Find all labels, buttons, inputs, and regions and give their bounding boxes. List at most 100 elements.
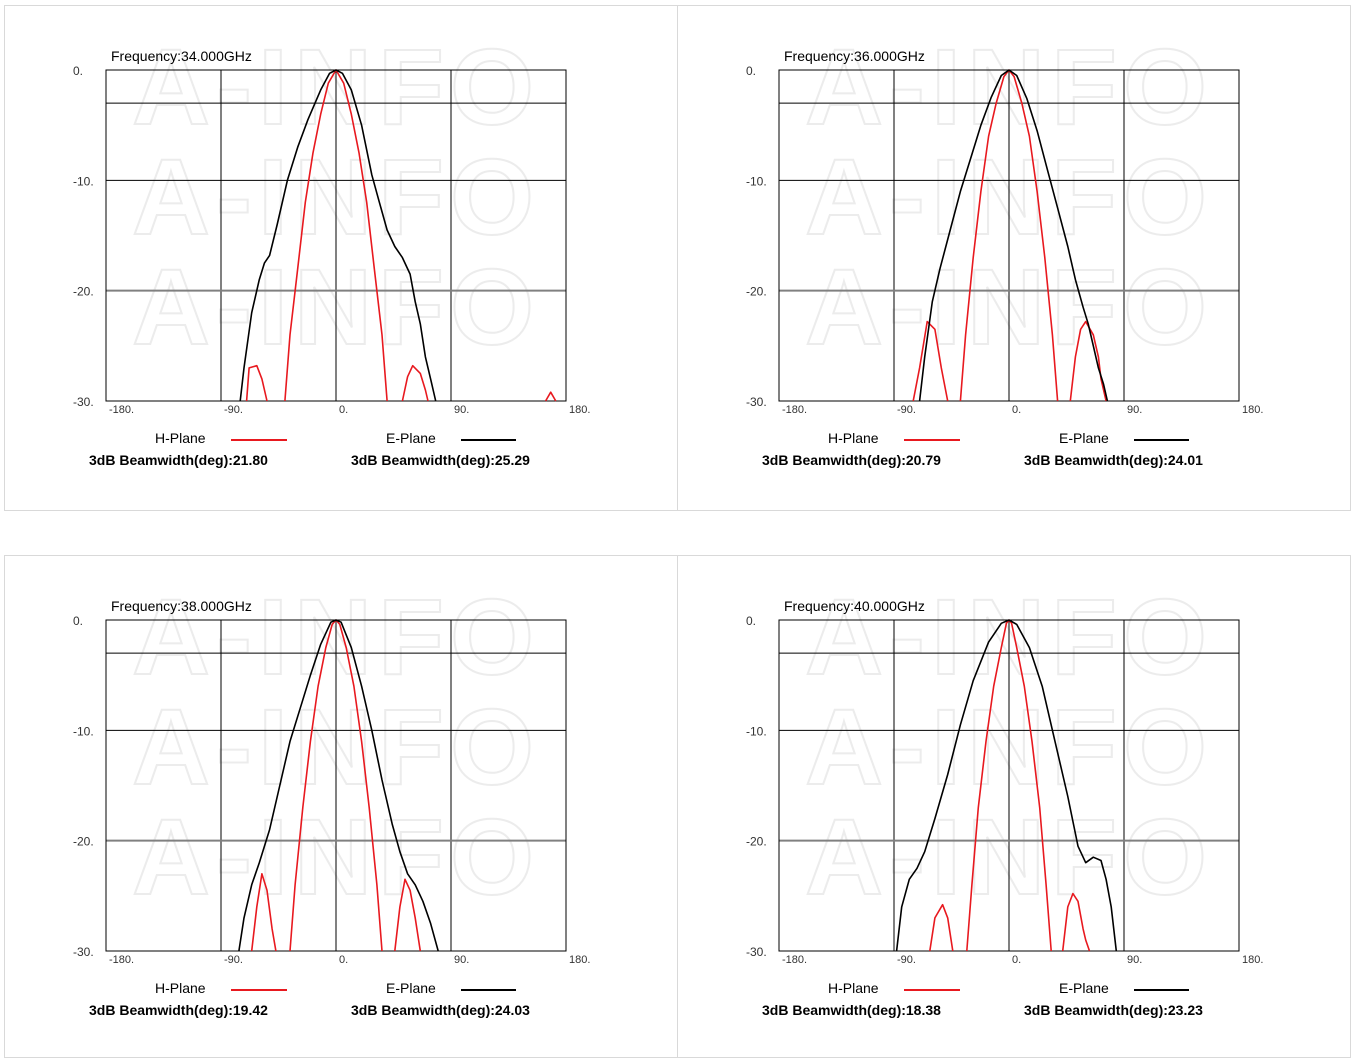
x-tick-label: 0. [1012,954,1021,966]
e-plane-beamwidth: 3dB Beamwidth(deg):24.03 [351,1002,530,1018]
chart-svg: A-INFOA-INFOA-INFOFrequency:40.000GHz0.-… [746,575,1263,1018]
y-tick-label: -10. [73,174,94,188]
x-tick-label: 180. [1242,404,1263,416]
y-tick-label: -10. [73,724,94,738]
grid [106,70,566,401]
e-plane-series [895,619,1118,952]
x-tick-label: 180. [569,954,590,966]
legend-e-plane-label: E-Plane [386,980,436,996]
y-tick-label: -30. [73,395,94,409]
legend-e-plane-label: E-Plane [386,430,436,446]
h-plane-line [394,878,422,952]
x-tick-label: 0. [1012,404,1021,416]
legend-h-plane-label: H-Plane [155,430,206,446]
legend-h-plane-label: H-Plane [828,980,879,996]
h-plane-beamwidth: 3dB Beamwidth(deg):18.38 [762,1002,941,1018]
chart-title: Frequency:36.000GHz [784,48,925,64]
e-plane-series [918,69,1109,402]
x-tick-label: -180. [109,954,134,966]
grid [779,620,1239,951]
legend-e-plane-label: E-Plane [1059,430,1109,446]
x-tick-label: -90. [224,404,243,416]
legend-e-plane-label: E-Plane [1059,980,1109,996]
legend-h-plane-label: H-Plane [155,980,206,996]
chart-title: Frequency:38.000GHz [111,598,252,614]
y-tick-label: 0. [73,614,83,628]
chart-title: Frequency:34.000GHz [111,48,252,64]
h-plane-line [401,364,429,402]
chart-panel-34ghz: A-INFO A-INFO A-INFO Frequency:34.000GHz 0. -… [4,5,678,511]
h-plane-line [544,391,557,402]
e-plane-line [895,619,1118,952]
e-plane-beamwidth: 3dB Beamwidth(deg):24.01 [1024,452,1203,468]
h-plane-line [245,364,268,402]
h-plane-beamwidth: 3dB Beamwidth(deg):21.80 [89,452,268,468]
y-tick-label: -10. [746,174,767,188]
watermark-text: A-INFO [132,136,540,257]
chart-panel-38ghz: A-INFO A-INFO A-INFO Frequency:38.000GHz 0. -… [4,555,678,1058]
y-tick-label: 0. [746,614,756,628]
watermark-text: A-INFO [132,796,540,917]
x-tick-label: -90. [224,954,243,966]
y-tick-label: -30. [746,945,767,959]
y-tick-label: -30. [73,945,94,959]
chart-panel-36ghz: A-INFO A-INFO A-INFO Frequency:36.000GHz 0. -… [677,5,1351,511]
grid [106,620,566,951]
x-tick-label: 90. [1127,404,1142,416]
y-tick-label: -20. [73,285,94,299]
y-tick-label: -20. [73,835,94,849]
x-tick-label: -90. [897,404,916,416]
grid [779,70,1239,401]
y-tick-label: -20. [746,285,767,299]
x-tick-label: -180. [109,404,134,416]
watermark-text: A-INFO [805,686,1213,807]
watermark-text: A-INFO [805,136,1213,257]
watermark-text: A-INFO [132,26,540,147]
watermark-text: A-INFO [805,796,1213,917]
e-plane-beamwidth: 3dB Beamwidth(deg):25.29 [351,452,530,468]
e-plane-series [239,69,437,402]
h-plane-line [912,320,949,402]
x-tick-label: 0. [339,404,348,416]
chart-svg: A-INFOA-INFOA-INFOFrequency:34.000GHz0.-… [73,25,590,468]
watermark-text: A-INFO [132,686,540,807]
chart-title: Frequency:40.000GHz [784,598,925,614]
watermark-text: A-INFO [132,576,540,697]
x-tick-label: 180. [569,404,590,416]
y-tick-label: 0. [746,64,756,78]
h-plane-line [250,872,277,952]
watermark-text: A-INFO [805,576,1213,697]
x-tick-label: 180. [1242,954,1263,966]
e-plane-line [238,619,439,952]
x-tick-label: 90. [1127,954,1142,966]
x-tick-label: 90. [454,954,469,966]
chart-svg: A-INFOA-INFOA-INFOFrequency:36.000GHz0.-… [746,25,1263,468]
x-tick-label: -90. [897,954,916,966]
chart-svg: A-INFOA-INFOA-INFOFrequency:38.000GHz0.-… [73,575,590,1018]
x-tick-label: -180. [782,954,807,966]
y-tick-label: -10. [746,724,767,738]
legend-h-plane-label: H-Plane [828,430,879,446]
h-plane-line [929,903,954,952]
e-plane-line [918,69,1109,402]
watermark-text: A-INFO [805,26,1213,147]
watermark-text: A-INFO [132,246,540,367]
h-plane-beamwidth: 3dB Beamwidth(deg):19.42 [89,1002,268,1018]
e-plane-beamwidth: 3dB Beamwidth(deg):23.23 [1024,1002,1203,1018]
y-tick-label: -30. [746,395,767,409]
e-plane-line [239,69,437,402]
y-tick-label: 0. [73,64,83,78]
x-tick-label: 90. [454,404,469,416]
y-tick-label: -20. [746,835,767,849]
watermark-text: A-INFO [805,246,1213,367]
chart-panel-40ghz: A-INFO A-INFO A-INFO Frequency:40.000GHz 0. -… [677,555,1351,1058]
h-plane-line [1061,892,1091,952]
x-tick-label: 0. [339,954,348,966]
e-plane-series [238,619,439,952]
h-plane-beamwidth: 3dB Beamwidth(deg):20.79 [762,452,941,468]
x-tick-label: -180. [782,404,807,416]
